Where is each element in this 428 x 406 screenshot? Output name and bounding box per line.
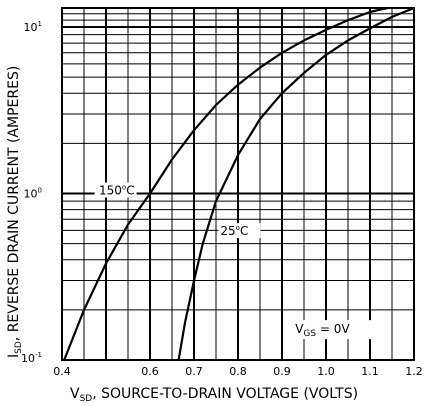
- x-tick-label: 0.6: [141, 365, 159, 378]
- series-label-bg: [94, 182, 137, 198]
- y-axis-label: ISD, REVERSE DRAIN CURRENT (AMPERES): [6, 66, 24, 358]
- x-tick-label: 0.9: [273, 365, 291, 378]
- series-label-150c: 150oC: [99, 183, 135, 197]
- series-label-25c: 25oC: [220, 224, 248, 238]
- x-tick-label: 0.7: [185, 365, 203, 378]
- y-tick-labels: 10-1 100 101: [21, 20, 42, 365]
- curves: [63, 6, 415, 361]
- y-tick-label: 101: [24, 20, 42, 34]
- x-tick-label: 0.8: [229, 365, 247, 378]
- x-tick-label: 1.1: [361, 365, 379, 378]
- annotation-bg: [291, 320, 372, 340]
- x-tick-labels: 0.4 0.6 0.7 0.8 0.9 1.0 1.1 1.2: [53, 365, 423, 378]
- x-axis-label: VSD, SOURCE-TO-DRAIN VOLTAGE (VOLTS): [70, 386, 358, 404]
- annotation-vgs: VGS = 0V: [295, 322, 350, 339]
- series-line-150c: [63, 6, 388, 361]
- series-labels: 150oC 25oC VGS = 0V: [94, 182, 372, 340]
- plot-frame: [61, 7, 415, 361]
- series-label-bg: [218, 223, 261, 239]
- x-tick-label: 1.2: [405, 365, 423, 378]
- y-tick-label: 10-1: [21, 351, 42, 365]
- x-tick-label: 1.0: [317, 365, 335, 378]
- y-tick-label: 100: [24, 186, 42, 200]
- x-tick-label: 0.4: [53, 365, 71, 378]
- series-line-25c: [177, 6, 415, 361]
